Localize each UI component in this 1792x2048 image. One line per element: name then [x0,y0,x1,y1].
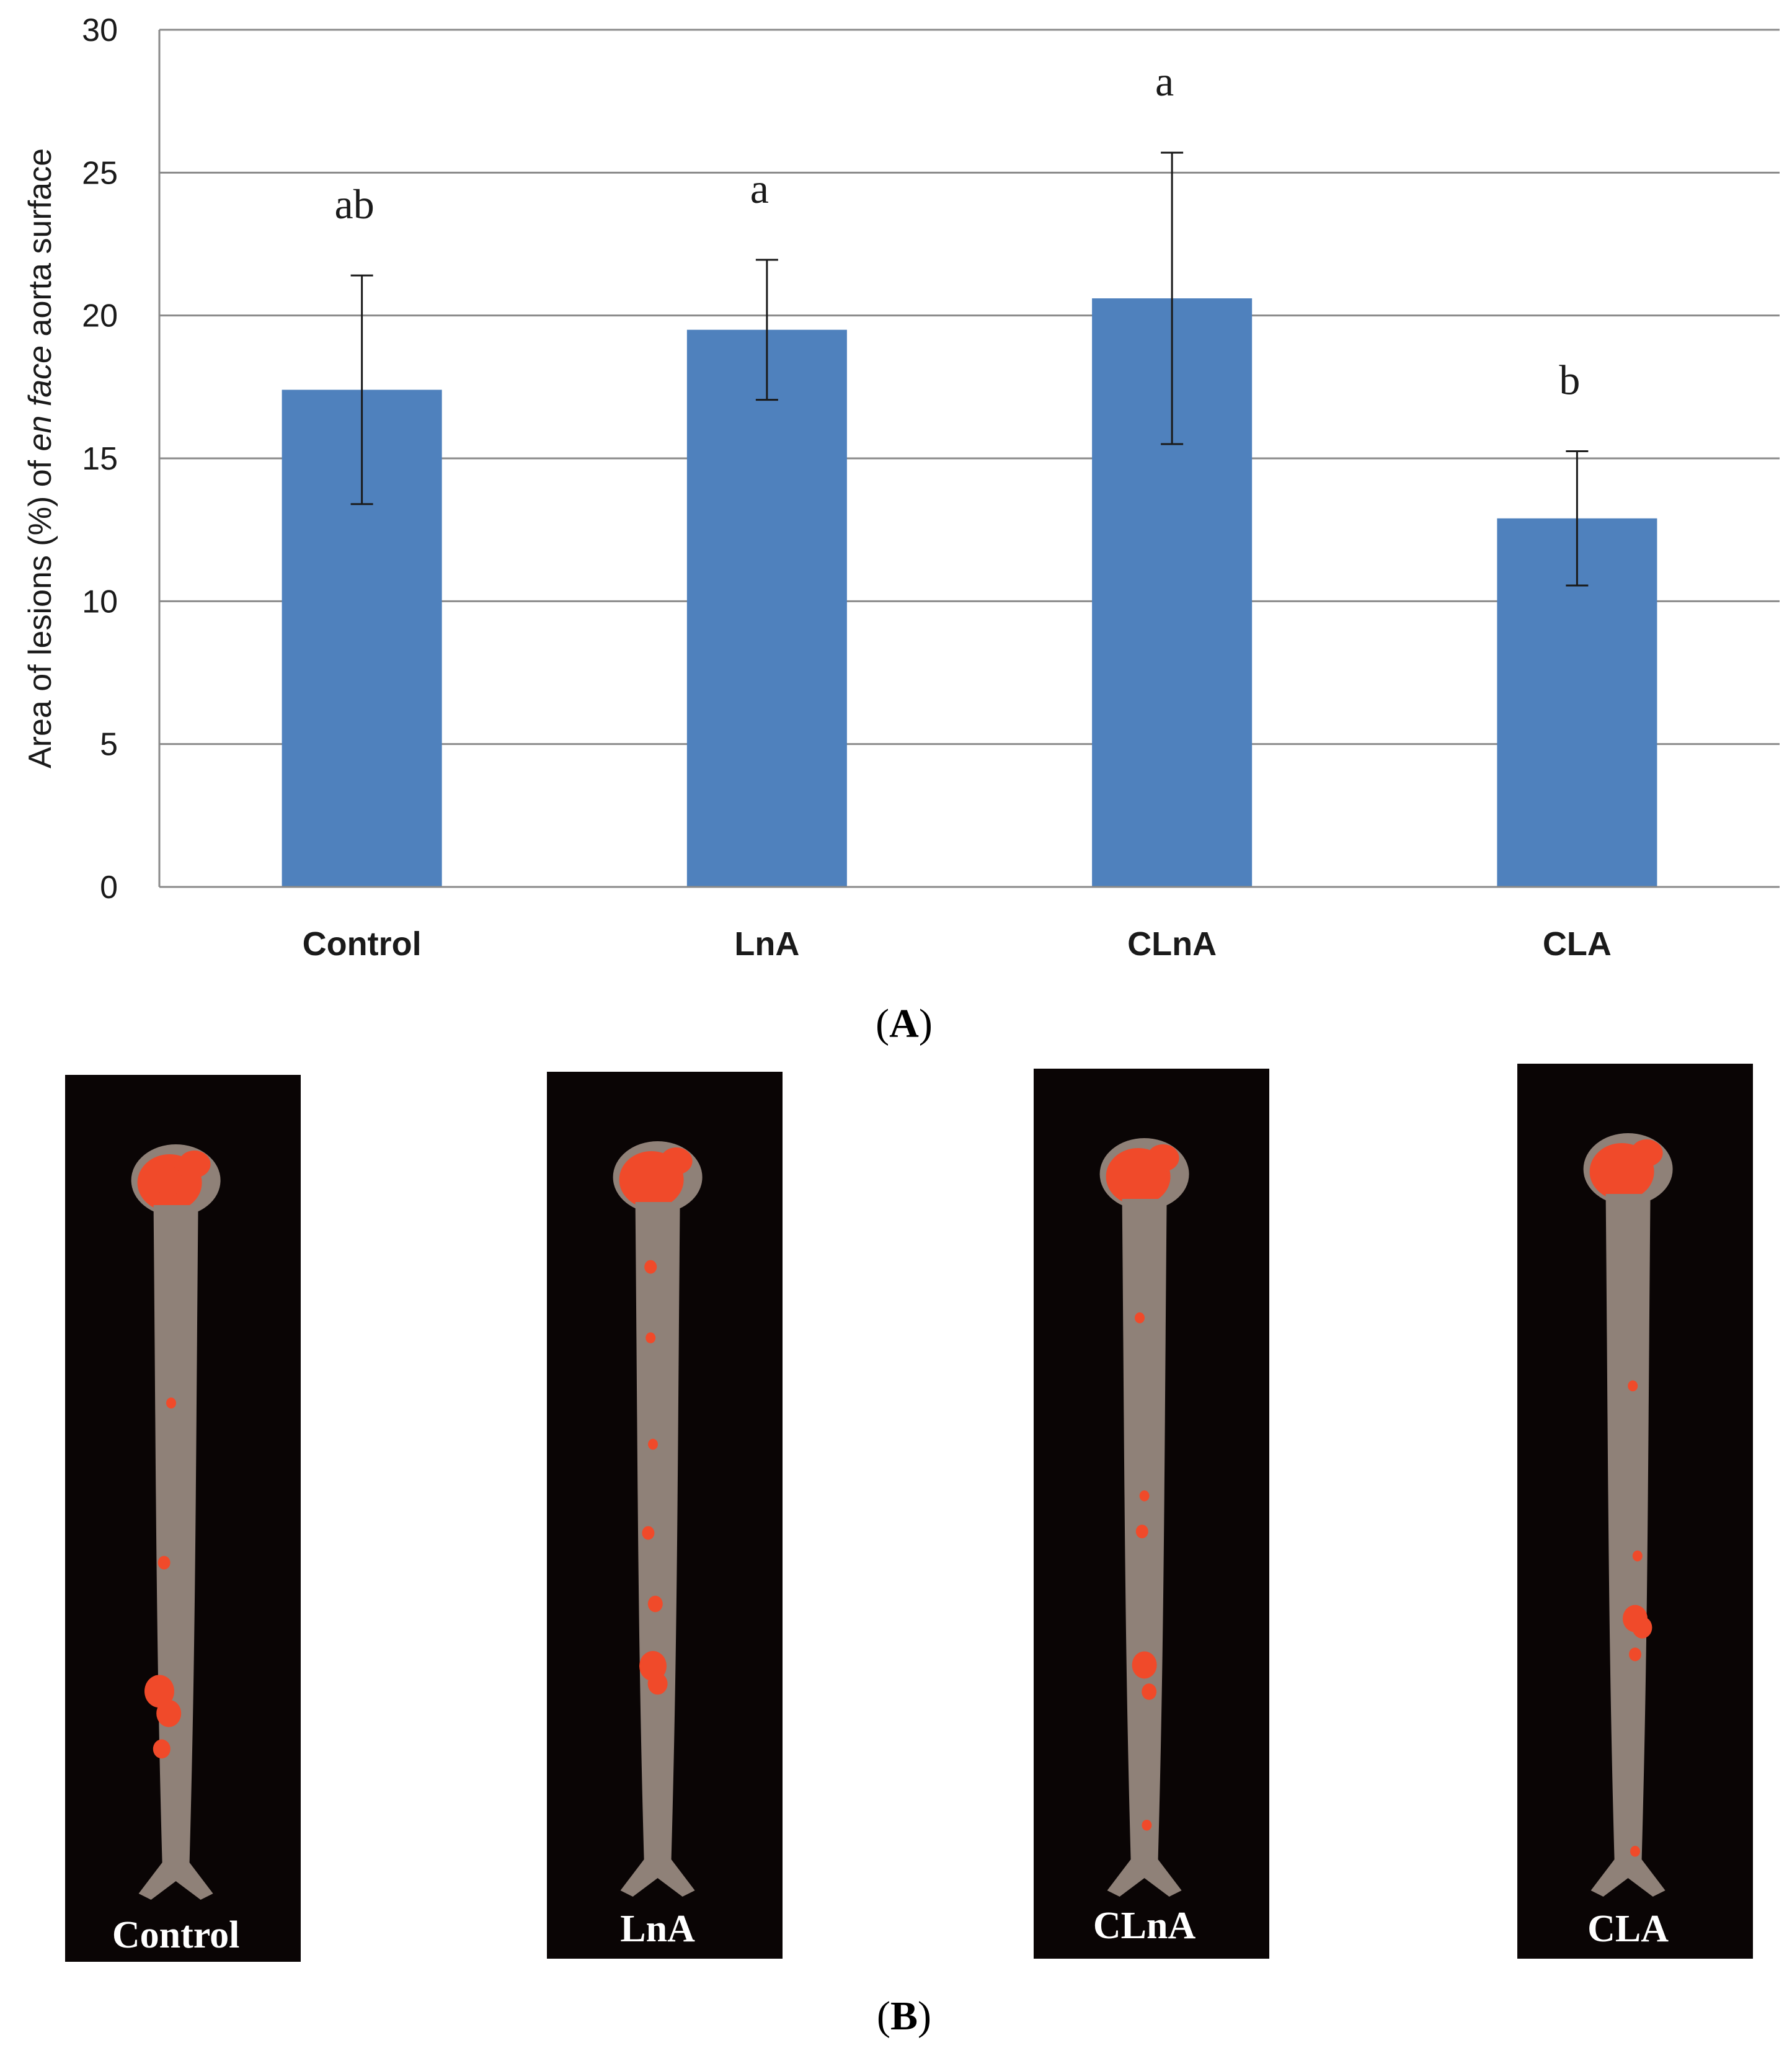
aorta-photo-panel: Control LnA CLnA CLA [65,1064,1753,1962]
lesion-spot-Control-5 [153,1739,171,1759]
lesion-spot-LnA-3 [642,1526,655,1540]
y-axis-label: Area of lesions (%) of en face aorta sur… [22,148,58,768]
x-tick-label-Control: Control [303,925,422,963]
significance-labels: ab aab [335,58,1581,403]
bar-LnA [686,329,847,887]
x-tick-labels: Control LnA CLnA CLA [303,925,1612,963]
photo-label-CLnA: CLnA [1093,1905,1196,1947]
arch-lesion-small-Control [178,1151,211,1178]
significance-label-CLA: b [1559,356,1580,403]
error-bar-Control [350,274,373,505]
bars [282,298,1657,887]
aorta-photo-LnA: LnA [547,1072,783,1959]
lesion-spot-CLnA-5 [1142,1819,1152,1831]
panel-a-label: (A) [876,1001,933,1046]
lesion-spot-CLA-4 [1629,1647,1641,1662]
significance-label-Control: ab [335,180,375,228]
lesion-spot-Control-2 [157,1556,171,1570]
lesion-spot-CLnA-1 [1139,1490,1150,1502]
y-axis-label-italic: en face [22,345,58,452]
lesion-spot-LnA-0 [644,1260,657,1274]
x-tick-label-CLnA: CLnA [1127,925,1217,963]
y-tick-labels: 0 5 10 15 20 25 30 [82,12,118,906]
lesion-spot-LnA-6 [647,1673,668,1695]
lesion-spot-CLA-0 [1628,1380,1638,1392]
lesion-spot-Control-3 [144,1675,174,1708]
lesion-spot-LnA-1 [645,1332,656,1343]
lesion-spot-LnA-2 [648,1438,658,1450]
aorta-body-Control [138,1205,213,1900]
photo-label-Control: Control [112,1914,240,1956]
y-tick-label-5: 5 [100,727,118,763]
aorta-photo-CLnA: CLnA [1034,1069,1269,1959]
y-tick-label-30: 30 [82,12,118,48]
lesion-spot-CLnA-4 [1142,1683,1157,1700]
arch-lesion-small-LnA [660,1147,693,1175]
lesion-spot-CLnA-0 [1135,1312,1145,1324]
aorta-body-CLA [1590,1194,1666,1897]
arch-lesion-small-CLnA [1147,1144,1179,1172]
y-tick-label-10: 10 [82,584,118,620]
lesion-spot-CLnA-3 [1132,1651,1157,1679]
photo-label-CLA: CLA [1587,1908,1669,1950]
aorta-body-CLnA [1107,1199,1182,1897]
error-bars [350,151,1589,587]
panel-b-label: (B) [877,1993,931,2039]
photo-label-LnA: LnA [620,1908,695,1950]
error-bar-LnA [755,259,778,401]
y-tick-label-20: 20 [82,298,118,334]
lesion-spot-CLA-5 [1630,1846,1640,1857]
y-tick-label-0: 0 [100,870,118,906]
aorta-photo-CLA: CLA [1517,1064,1753,1959]
lesion-spot-Control-1 [166,1397,176,1409]
lesion-spot-CLnA-2 [1135,1525,1148,1539]
y-axis-label-suffix: aorta surface [22,148,58,345]
x-tick-label-CLA: CLA [1543,925,1612,963]
lesion-spot-CLA-3 [1632,1616,1652,1639]
error-bar-CLA [1566,450,1589,587]
error-bar-CLnA [1161,151,1184,445]
lesion-spot-CLA-1 [1632,1550,1643,1562]
significance-label-LnA: a [750,165,769,212]
lesion-spot-LnA-4 [647,1595,663,1613]
y-tick-label-25: 25 [82,155,118,191]
significance-label-CLnA: a [1155,58,1174,105]
x-tick-label-LnA: LnA [734,925,799,963]
aorta-body-LnA [620,1202,695,1897]
y-axis-label-prefix: Area of lesions (%) of [22,451,58,768]
lesion-spot-Control-0 [155,1166,183,1196]
arch-lesion-small-CLA [1630,1139,1663,1167]
y-tick-label-15: 15 [82,441,118,477]
lesion-spot-Control-4 [156,1699,182,1727]
aorta-photo-Control: Control [65,1075,301,1962]
